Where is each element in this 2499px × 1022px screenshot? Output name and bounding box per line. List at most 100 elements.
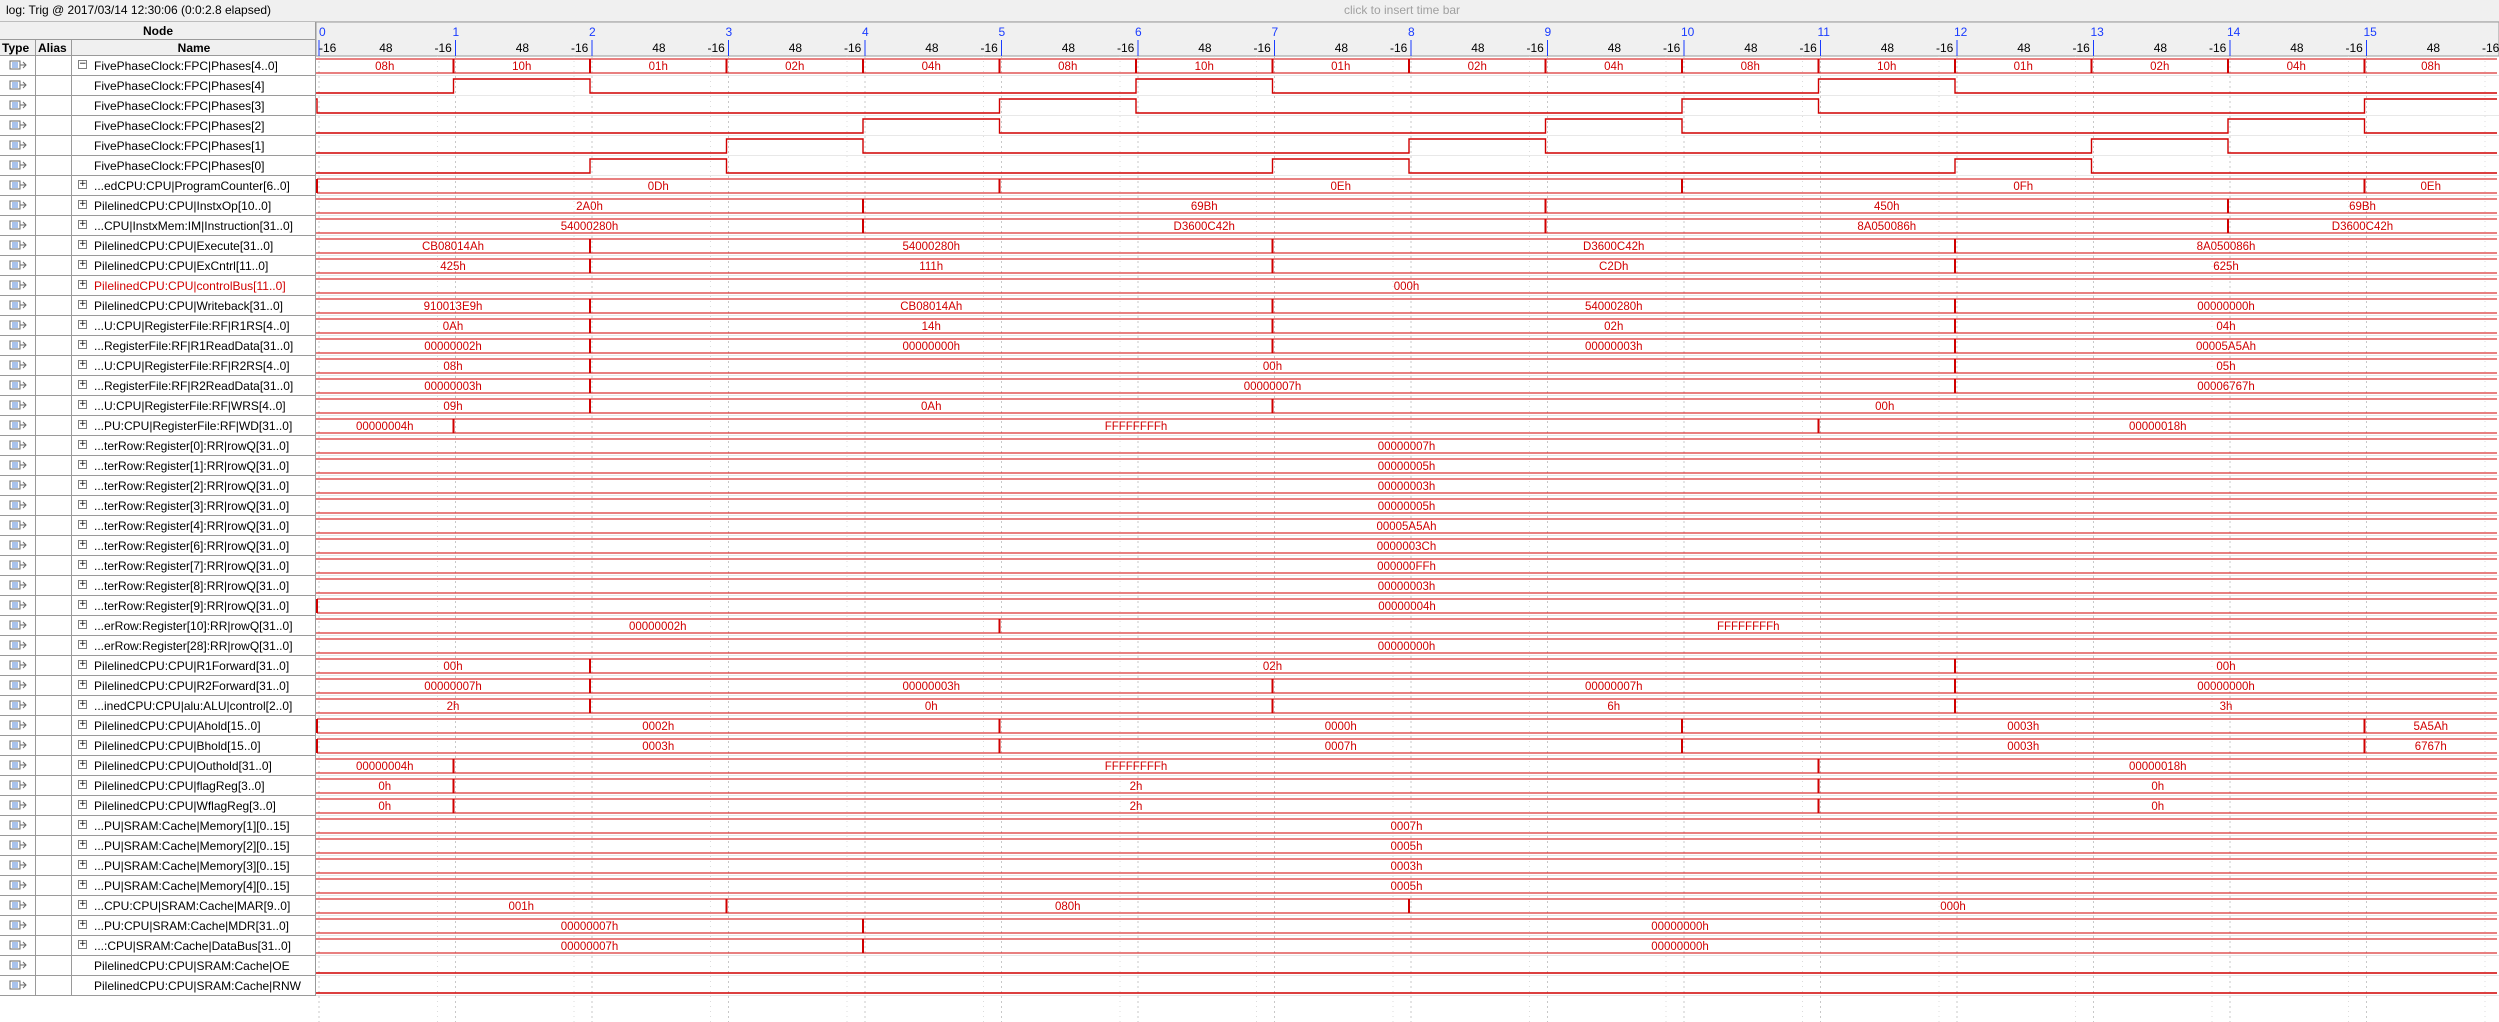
expand-toggle-icon[interactable]: + <box>78 419 87 429</box>
expand-toggle-icon[interactable]: + <box>78 659 87 669</box>
signal-row[interactable]: + ...:CPU|SRAM:Cache|DataBus[31..0] <box>0 936 316 956</box>
signal-row[interactable]: + PilelinedCPU:CPU|Ahold[15..0] <box>0 716 316 736</box>
signal-row[interactable]: + PilelinedCPU:CPU|InstxOp[10..0] <box>0 196 316 216</box>
expand-toggle-icon[interactable]: + <box>78 479 87 489</box>
expand-toggle-icon[interactable]: + <box>78 199 87 209</box>
expand-toggle-icon[interactable]: + <box>78 299 87 309</box>
signal-row[interactable]: + PilelinedCPU:CPU|Execute[31..0] <box>0 236 316 256</box>
expand-toggle-icon[interactable]: + <box>78 319 87 329</box>
expand-toggle-icon[interactable]: + <box>78 559 87 569</box>
signal-row[interactable]: + PilelinedCPU:CPU|controlBus[11..0] <box>0 276 316 296</box>
expand-toggle-icon[interactable]: + <box>78 819 87 829</box>
signal-row[interactable]: FivePhaseClock:FPC|Phases[3] <box>0 96 316 116</box>
expand-toggle-icon[interactable]: + <box>78 179 87 189</box>
signal-row[interactable]: + ...PU|SRAM:Cache|Memory[1][0..15] <box>0 816 316 836</box>
signal-row[interactable]: + ...CPU:CPU|SRAM:Cache|MAR[9..0] <box>0 896 316 916</box>
expand-toggle-icon[interactable]: + <box>78 359 87 369</box>
collapse-toggle-icon[interactable]: − <box>78 59 87 69</box>
expand-toggle-icon[interactable]: + <box>78 719 87 729</box>
signal-row[interactable]: + ...terRow:Register[6]:RR|rowQ[31..0] <box>0 536 316 556</box>
signal-row[interactable]: PilelinedCPU:CPU|SRAM:Cache|RNW <box>0 976 316 996</box>
expand-toggle-icon[interactable]: + <box>78 879 87 889</box>
expand-toggle-icon[interactable]: + <box>78 439 87 449</box>
signal-row[interactable]: − FivePhaseClock:FPC|Phases[4..0] <box>0 56 316 76</box>
expand-toggle-icon[interactable]: + <box>78 859 87 869</box>
expand-toggle-icon[interactable]: + <box>78 699 87 709</box>
signal-row[interactable]: PilelinedCPU:CPU|SRAM:Cache|OE <box>0 956 316 976</box>
expand-toggle-icon[interactable]: + <box>78 379 87 389</box>
output-pin-icon <box>9 840 27 850</box>
signal-row[interactable]: + PilelinedCPU:CPU|ExCntrl[11..0] <box>0 256 316 276</box>
alias-column-header[interactable]: Alias <box>36 40 72 56</box>
expand-toggle-icon[interactable]: + <box>78 499 87 509</box>
expand-toggle-icon[interactable]: + <box>78 899 87 909</box>
type-column-header[interactable]: Type <box>0 40 36 56</box>
signal-row[interactable]: + ...U:CPU|RegisterFile:RF|WRS[4..0] <box>0 396 316 416</box>
expand-toggle-icon[interactable]: + <box>78 539 87 549</box>
signal-row[interactable]: + PilelinedCPU:CPU|R1Forward[31..0] <box>0 656 316 676</box>
expand-toggle-icon[interactable]: + <box>78 239 87 249</box>
expand-toggle-icon[interactable]: + <box>78 799 87 809</box>
signal-row[interactable]: + PilelinedCPU:CPU|WflagReg[3..0] <box>0 796 316 816</box>
waveform-canvas[interactable]: 0-16 481-16 482-16 483-16 484-16 485-16 486-16… <box>316 22 2499 1022</box>
output-pin-icon <box>9 180 27 190</box>
expand-toggle-icon[interactable]: + <box>78 259 87 269</box>
signal-row[interactable]: + ...terRow:Register[2]:RR|rowQ[31..0] <box>0 476 316 496</box>
expand-toggle-icon[interactable]: + <box>78 519 87 529</box>
expand-toggle-icon[interactable]: + <box>78 219 87 229</box>
signal-row[interactable]: + ...terRow:Register[9]:RR|rowQ[31..0] <box>0 596 316 616</box>
signal-row[interactable]: + ...terRow:Register[0]:RR|rowQ[31..0] <box>0 436 316 456</box>
expand-toggle-icon[interactable]: + <box>78 839 87 849</box>
signal-row[interactable]: + ...terRow:Register[4]:RR|rowQ[31..0] <box>0 516 316 536</box>
expand-toggle-icon[interactable]: + <box>78 459 87 469</box>
signal-row[interactable]: + ...edCPU:CPU|ProgramCounter[6..0] <box>0 176 316 196</box>
expand-toggle-icon[interactable]: + <box>78 579 87 589</box>
signal-row[interactable]: + ...terRow:Register[8]:RR|rowQ[31..0] <box>0 576 316 596</box>
signal-row[interactable]: FivePhaseClock:FPC|Phases[2] <box>0 116 316 136</box>
signal-row[interactable]: + ...RegisterFile:RF|R2ReadData[31..0] <box>0 376 316 396</box>
expand-toggle-icon[interactable]: + <box>78 779 87 789</box>
signal-row[interactable]: + PilelinedCPU:CPU|Bhold[15..0] <box>0 736 316 756</box>
name-cell: + ...inedCPU:CPU|alu:ALU|control[2..0] <box>72 696 316 715</box>
signal-row[interactable]: + PilelinedCPU:CPU|R2Forward[31..0] <box>0 676 316 696</box>
insert-time-bar-hint[interactable]: click to insert time bar <box>1344 3 1461 17</box>
signal-row[interactable]: + ...PU:CPU|RegisterFile:RF|WD[31..0] <box>0 416 316 436</box>
expand-toggle-icon[interactable]: + <box>78 759 87 769</box>
signal-row[interactable]: FivePhaseClock:FPC|Phases[1] <box>0 136 316 156</box>
signal-name: FivePhaseClock:FPC|Phases[4] <box>94 79 265 93</box>
signal-row[interactable]: + ...inedCPU:CPU|alu:ALU|control[2..0] <box>0 696 316 716</box>
signal-row[interactable]: + PilelinedCPU:CPU|flagReg[3..0] <box>0 776 316 796</box>
expand-toggle-icon[interactable]: + <box>78 679 87 689</box>
signal-row[interactable]: + ...PU:CPU|SRAM:Cache|MDR[31..0] <box>0 916 316 936</box>
expand-toggle-icon[interactable]: + <box>78 279 87 289</box>
expand-toggle-icon[interactable]: + <box>78 639 87 649</box>
signal-row[interactable]: + ...CPU|InstxMem:IM|Instruction[31..0] <box>0 216 316 236</box>
time-ruler[interactable] <box>316 22 2499 57</box>
signal-row[interactable]: FivePhaseClock:FPC|Phases[0] <box>0 156 316 176</box>
expand-toggle-icon[interactable]: + <box>78 939 87 949</box>
signal-row[interactable]: FivePhaseClock:FPC|Phases[4] <box>0 76 316 96</box>
type-cell <box>0 836 36 855</box>
signal-row[interactable]: + ...U:CPU|RegisterFile:RF|R1RS[4..0] <box>0 316 316 336</box>
signal-row[interactable]: + ...terRow:Register[1]:RR|rowQ[31..0] <box>0 456 316 476</box>
expand-toggle-icon[interactable]: + <box>78 339 87 349</box>
expand-toggle-icon[interactable]: + <box>78 619 87 629</box>
signal-row[interactable]: + PilelinedCPU:CPU|Writeback[31..0] <box>0 296 316 316</box>
signal-row[interactable]: + ...terRow:Register[3]:RR|rowQ[31..0] <box>0 496 316 516</box>
signal-row[interactable]: + PilelinedCPU:CPU|Outhold[31..0] <box>0 756 316 776</box>
signal-row[interactable]: + ...PU|SRAM:Cache|Memory[4][0..15] <box>0 876 316 896</box>
expand-toggle-icon[interactable]: + <box>78 739 87 749</box>
signal-row[interactable]: + ...PU|SRAM:Cache|Memory[2][0..15] <box>0 836 316 856</box>
signal-row[interactable]: + ...erRow:Register[28]:RR|rowQ[31..0] <box>0 636 316 656</box>
signal-row[interactable]: + ...U:CPU|RegisterFile:RF|R2RS[4..0] <box>0 356 316 376</box>
signal-row[interactable]: + ...RegisterFile:RF|R1ReadData[31..0] <box>0 336 316 356</box>
expand-toggle-icon[interactable]: + <box>78 919 87 929</box>
output-pin-icon <box>9 580 27 590</box>
name-column-header[interactable]: Name <box>72 40 316 56</box>
expand-toggle-icon[interactable]: + <box>78 399 87 409</box>
signal-row[interactable]: + ...PU|SRAM:Cache|Memory[3][0..15] <box>0 856 316 876</box>
expand-toggle-icon[interactable]: + <box>78 599 87 609</box>
waveform-panel[interactable]: 0 -16 48 1 -16 48 2 -16 48 3 -16 48 4 -16 48 5 -16 48 6 -16… <box>316 22 2499 1022</box>
signal-row[interactable]: + ...terRow:Register[7]:RR|rowQ[31..0] <box>0 556 316 576</box>
signal-row[interactable]: + ...erRow:Register[10]:RR|rowQ[31..0] <box>0 616 316 636</box>
